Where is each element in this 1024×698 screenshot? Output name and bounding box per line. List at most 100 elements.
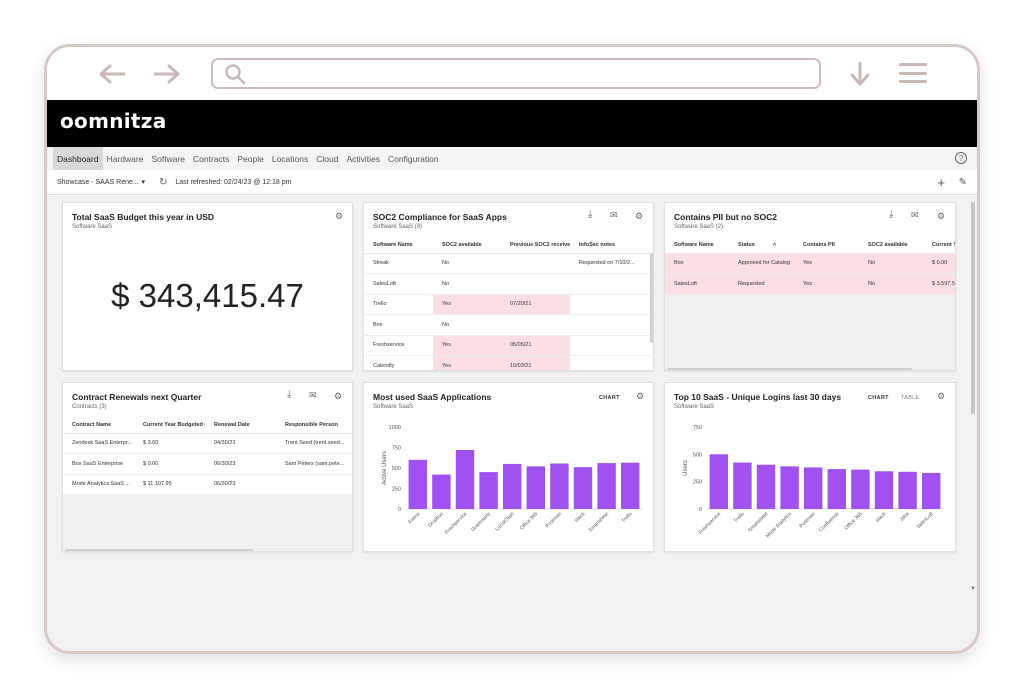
table-row[interactable]: Box Approved for Catalog Yes No $ 0.00	[665, 253, 955, 274]
x-tick-label: Freshservice	[444, 511, 469, 536]
chart-toggle[interactable]: CHART	[599, 395, 620, 401]
pencil-icon[interactable]: ✎	[958, 177, 967, 188]
bar[interactable]	[597, 463, 616, 509]
bar[interactable]	[573, 467, 593, 509]
column-header[interactable]: Software Name	[364, 237, 433, 254]
cell: Sam Peters (sam.pete...	[276, 453, 352, 475]
column-header[interactable]: Contract Name	[63, 417, 134, 434]
bar[interactable]	[455, 449, 475, 509]
gear-icon[interactable]: ⚙	[636, 391, 645, 401]
dashboard-select[interactable]: Showcase - SAAS Rene... ▾	[57, 178, 145, 187]
empty-area	[63, 495, 352, 551]
renewals-card: Contract Renewals next Quarter Contracts…	[62, 382, 353, 552]
bar[interactable]	[921, 472, 941, 509]
mail-icon[interactable]: ✉	[610, 210, 618, 220]
bar[interactable]	[502, 463, 522, 509]
main-nav: Dashboard Hardware Software Contracts Pe…	[47, 147, 977, 170]
download-icon[interactable]: ⤓	[889, 209, 894, 220]
table-row[interactable]: Streak No Requested on 7/10/2...	[364, 253, 650, 274]
table-toggle[interactable]: TABLE	[901, 395, 920, 401]
table-scrollbar[interactable]	[650, 253, 653, 343]
gear-icon[interactable]: ⚙	[937, 211, 946, 221]
page-scrollbar[interactable]: ▼	[969, 196, 977, 596]
menu-icon[interactable]	[899, 63, 927, 83]
table-row[interactable]: Box No	[364, 314, 650, 336]
card-title: Top 10 SaaS - Unique Logins last 30 days	[674, 392, 842, 402]
tab-configuration[interactable]: Configuration	[388, 153, 439, 164]
bar[interactable]	[827, 469, 847, 509]
x-tick-label: Asana	[407, 511, 421, 525]
table-row[interactable]: Calendly Yes 10/03/21	[364, 355, 650, 370]
column-header[interactable]: Status ˄	[729, 237, 794, 254]
bar[interactable]	[874, 471, 894, 509]
gear-icon[interactable]: ⚙	[335, 211, 344, 221]
mail-icon[interactable]: ✉	[309, 390, 317, 400]
table-row[interactable]: Mode Analytics SaaS ... $ 11,107.95 06/3…	[63, 474, 352, 495]
x-tick-label: Slack	[574, 511, 587, 524]
most-used-chart: 0 250 500 750 1000 Active Users Asana Dropbox Fr…	[382, 425, 642, 536]
cell	[276, 474, 352, 495]
back-arrow-icon[interactable]	[97, 61, 127, 87]
x-tick-label: Office 365	[844, 511, 864, 531]
column-header[interactable]: Previous SOC2 received on	[501, 237, 570, 254]
download-icon[interactable]	[845, 61, 875, 87]
tab-cloud[interactable]: Cloud	[316, 153, 339, 164]
column-header[interactable]: Contains PII	[794, 237, 859, 254]
gear-icon[interactable]: ⚙	[635, 211, 644, 221]
bar[interactable]	[620, 462, 640, 509]
tab-activities[interactable]: Activities	[346, 153, 380, 164]
table-row[interactable]: Trello Yes 07/20/21	[364, 294, 650, 315]
bar[interactable]	[898, 471, 917, 509]
tab-dashboard[interactable]: Dashboard	[53, 147, 103, 170]
tab-locations[interactable]: Locations	[271, 153, 309, 164]
help-icon[interactable]: ?	[955, 152, 967, 164]
column-header[interactable]: InfoSec notes	[570, 237, 650, 254]
table-row[interactable]: SalesLoft Requested Yes No $ 3,597.5...	[665, 273, 955, 295]
bar[interactable]	[709, 454, 729, 509]
download-icon[interactable]: ⤓	[287, 389, 292, 400]
mail-icon[interactable]: ✉	[911, 210, 919, 220]
gear-icon[interactable]: ⚙	[334, 391, 343, 401]
table-hscrollbar[interactable]	[65, 549, 253, 551]
column-header[interactable]: Current Ye...	[923, 237, 955, 254]
bar[interactable]	[550, 463, 569, 509]
table-row[interactable]: SalesLoft No	[364, 273, 650, 295]
tab-hardware[interactable]: Hardware	[106, 153, 144, 164]
gear-icon[interactable]: ⚙	[937, 391, 946, 401]
bar[interactable]	[733, 462, 752, 509]
tab-contracts[interactable]: Contracts	[193, 153, 230, 164]
bar[interactable]	[803, 467, 823, 509]
table-row[interactable]: Box SaaS Enterprise $ 0.00 06/30/23 Sam …	[63, 453, 352, 475]
column-header[interactable]: Renewal Date	[205, 417, 276, 434]
sort-icon: ˄	[772, 241, 777, 248]
bar[interactable]	[432, 474, 451, 509]
scroll-down-icon[interactable]: ▼	[970, 586, 976, 592]
table-hscrollbar[interactable]	[667, 368, 912, 370]
address-bar[interactable]	[211, 58, 821, 89]
column-header[interactable]: Responsible Person	[276, 417, 352, 434]
x-tick-label: Dropbox	[427, 511, 445, 529]
refresh-icon[interactable]: ↻	[159, 176, 168, 188]
cell	[501, 314, 570, 336]
column-header[interactable]: Current Year Budgeted Co...	[134, 417, 205, 434]
tab-people[interactable]: People	[237, 153, 264, 164]
column-header[interactable]: Software Name	[665, 237, 729, 254]
bar[interactable]	[526, 466, 546, 509]
tab-software[interactable]: Software	[151, 153, 185, 164]
bar[interactable]	[756, 464, 776, 509]
column-header[interactable]: SOC2 available	[859, 237, 923, 254]
table-row[interactable]: Freshservice Yes 05/05/21	[364, 335, 650, 356]
bar[interactable]	[851, 469, 870, 509]
forward-arrow-icon[interactable]	[152, 61, 182, 87]
budget-value: $ 343,415.47	[111, 277, 304, 314]
table-row[interactable]: Zendesk SaaS Enterpr... $ 3.60 04/30/23 …	[63, 433, 352, 454]
scrollbar-thumb[interactable]	[971, 202, 975, 414]
card-title: Total SaaS Budget this year in USD	[72, 212, 215, 222]
download-icon[interactable]: ⤓	[588, 209, 593, 220]
bar[interactable]	[408, 459, 428, 509]
bar[interactable]	[780, 466, 799, 509]
plus-icon[interactable]: +	[937, 175, 945, 190]
bar[interactable]	[479, 472, 498, 509]
chart-toggle[interactable]: CHART	[868, 395, 889, 401]
column-header[interactable]: SOC2 available	[433, 237, 501, 254]
